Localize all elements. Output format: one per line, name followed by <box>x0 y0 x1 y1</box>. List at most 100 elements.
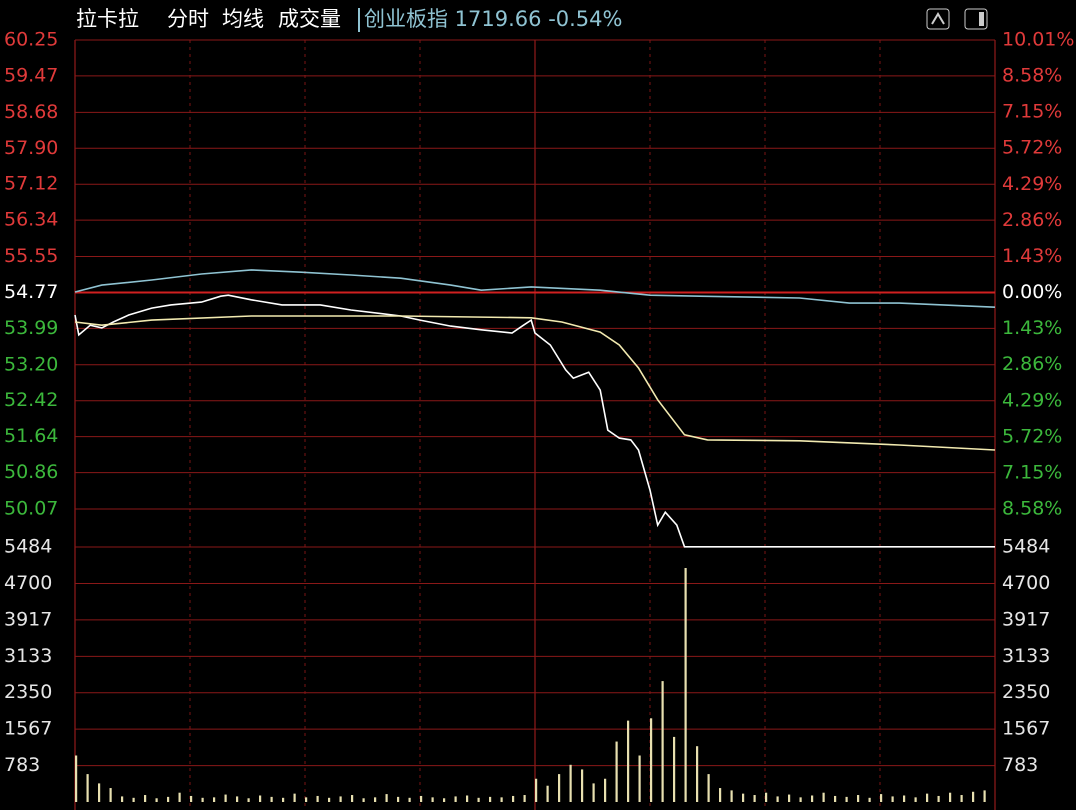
volume-bar <box>742 793 745 802</box>
y-tick-label: 51.64 <box>4 425 58 447</box>
volume-bar <box>949 792 952 802</box>
volume-bar <box>86 774 89 802</box>
volume-bar <box>431 797 434 802</box>
volume-bar <box>512 795 515 802</box>
y2-tick-label: 4700 <box>1002 572 1050 594</box>
volume-bar <box>903 795 906 802</box>
volume-bar <box>845 796 848 802</box>
volume-bar <box>236 796 239 802</box>
volume-bar <box>880 794 883 802</box>
volume-bar <box>477 797 480 802</box>
volume-bar <box>604 778 607 802</box>
volume-bar <box>489 796 492 802</box>
y2-tick-label: 2.86% <box>1002 353 1062 375</box>
stock-name: 拉卡拉 <box>76 7 139 31</box>
volume-bar <box>638 755 641 802</box>
volume-bar <box>707 774 710 802</box>
y2-tick-label: 0.00% <box>1002 281 1062 303</box>
vertical-grid <box>74 40 996 810</box>
price-line <box>74 294 995 548</box>
volume-bar <box>420 795 423 802</box>
volume-bar <box>408 797 411 802</box>
y-tick-label: 52.42 <box>4 389 58 411</box>
y2-tick-label: 7.15% <box>1002 461 1062 483</box>
y-tick-label: 3917 <box>4 608 52 630</box>
volume-bar <box>466 795 469 802</box>
y-tick-label: 56.34 <box>4 209 58 231</box>
volume-bar <box>167 796 170 802</box>
y-tick-label: 2350 <box>4 681 52 703</box>
y-tick-label: 3133 <box>4 645 52 667</box>
y-tick-label: 50.07 <box>4 498 58 520</box>
volume-bar <box>834 795 837 802</box>
y2-tick-label: 3917 <box>1002 608 1050 630</box>
volume-bar <box>857 795 860 802</box>
volume-bar <box>696 746 699 802</box>
tab[interactable]: 成交量 <box>278 7 341 31</box>
volume-bar <box>385 794 388 802</box>
index-quote: 创业板指 1719.66 -0.54% <box>364 7 622 31</box>
volume-bar <box>293 793 296 802</box>
y2-tick-label: 10.01% <box>1002 29 1074 51</box>
y2-tick-label: 5.72% <box>1002 137 1062 159</box>
y2-tick-label: 3133 <box>1002 645 1050 667</box>
volume-bar <box>937 795 940 802</box>
volume-bar <box>592 783 595 802</box>
volume-bar <box>730 790 733 802</box>
volume-bar <box>673 736 676 802</box>
volume-bar <box>443 798 446 802</box>
y2-tick-label: 5484 <box>1002 536 1050 558</box>
volume-bar <box>753 795 756 802</box>
tab[interactable]: 均线 <box>222 7 264 31</box>
y2-tick-label: 1.43% <box>1002 245 1062 267</box>
panel-button[interactable] <box>964 8 988 30</box>
y2-tick-label: 5.72% <box>1002 425 1062 447</box>
y-tick-label: 57.90 <box>4 137 58 159</box>
y2-tick-label: 1.43% <box>1002 317 1062 339</box>
volume-bar <box>811 795 814 802</box>
volume-bar <box>132 797 135 802</box>
volume-bar <box>339 796 342 802</box>
volume-bar <box>144 795 147 802</box>
volume-bar <box>926 793 929 802</box>
y2-tick-label: 7.15% <box>1002 101 1062 123</box>
y-tick-label: 59.47 <box>4 64 58 86</box>
volume-bar <box>201 797 204 802</box>
y2-tick-label: 2350 <box>1002 681 1050 703</box>
volume-bar <box>661 681 664 802</box>
volume-bar <box>75 755 78 802</box>
y-tick-label: 50.86 <box>4 461 58 483</box>
volume-bar <box>615 741 618 802</box>
volume-bar <box>374 797 377 802</box>
volume-bar <box>569 764 572 802</box>
volume-bar <box>305 797 308 802</box>
volume-bar <box>627 720 630 802</box>
y2-tick-label: 4.29% <box>1002 389 1062 411</box>
volume-bar <box>316 795 319 802</box>
volume-bar <box>328 797 331 802</box>
up-icon <box>931 12 945 25</box>
volume-bar <box>799 797 802 802</box>
volume-bar <box>684 568 687 802</box>
y-tick-label: 783 <box>4 754 40 776</box>
y2-tick-label: 8.58% <box>1002 498 1062 520</box>
y2-tick-label: 783 <box>1002 754 1038 776</box>
y2-tick-label: 2.86% <box>1002 209 1062 231</box>
volume-bar <box>868 797 871 802</box>
tab[interactable]: 分时 <box>167 7 209 31</box>
volume-bar <box>282 797 285 802</box>
price-line <box>74 315 996 451</box>
y-tick-label: 4700 <box>4 572 52 594</box>
y2-tick-label: 1567 <box>1002 718 1050 740</box>
y2-tick-label: 8.58% <box>1002 65 1062 87</box>
volume-bar <box>765 792 768 802</box>
bracket <box>358 8 360 32</box>
volume-bar <box>581 769 584 802</box>
volume-bar <box>500 797 503 802</box>
up-button[interactable] <box>926 8 950 30</box>
volume-bar <box>270 796 273 802</box>
volume-bar <box>259 795 262 802</box>
y2-tick-label: 4.29% <box>1002 173 1062 195</box>
